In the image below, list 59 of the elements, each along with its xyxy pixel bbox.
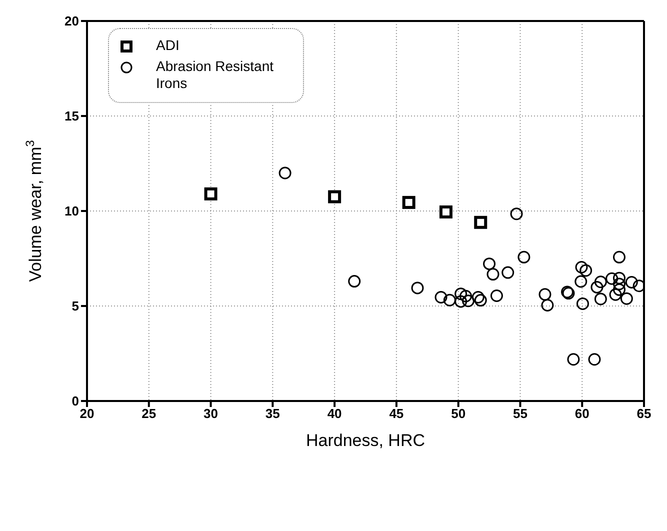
point (541, 298, 554, 312)
point (632, 280, 644, 292)
point (474, 294, 487, 307)
point (486, 268, 500, 281)
point (625, 276, 638, 288)
point (411, 282, 424, 294)
x-tick-label: 60 (574, 406, 590, 422)
point (518, 250, 530, 264)
point (576, 297, 589, 310)
x-tick-label: 45 (389, 406, 404, 422)
x-tick-label: 65 (636, 406, 652, 422)
x-tick-label: 40 (327, 406, 342, 422)
point (402, 196, 416, 209)
point (612, 278, 626, 290)
point (538, 288, 552, 301)
point (588, 353, 601, 366)
point (575, 260, 588, 274)
point (483, 258, 496, 270)
point (567, 353, 580, 366)
point (594, 292, 607, 306)
point (490, 289, 503, 302)
point (606, 272, 618, 285)
x-tick-label: 30 (204, 406, 218, 422)
point (454, 288, 468, 300)
point (510, 208, 523, 220)
point (472, 291, 484, 304)
legend-label: ADI (156, 37, 180, 54)
y-tick-label: 15 (64, 108, 79, 124)
point (502, 266, 514, 279)
point (580, 264, 592, 277)
point (609, 288, 622, 301)
point (594, 276, 607, 288)
y-tick-label: 0 (72, 394, 79, 409)
x-axis-title: Hardness, HRC (306, 431, 426, 450)
point (612, 283, 626, 296)
point (462, 294, 474, 308)
y-tick-label: 10 (64, 204, 79, 219)
point (439, 205, 452, 218)
x-tick-label: 25 (142, 406, 156, 422)
point (474, 216, 488, 229)
point (278, 166, 292, 180)
point (443, 294, 456, 306)
point (574, 275, 588, 288)
point (590, 280, 604, 294)
point (620, 292, 633, 305)
x-tick-label: 50 (451, 406, 466, 422)
legend-label: Abrasion Resistant Irons (156, 58, 275, 92)
point (460, 290, 472, 302)
x-tick-label: 55 (512, 406, 528, 422)
y-tick-label: 5 (72, 298, 79, 314)
point (612, 272, 626, 284)
x-tick-label: 35 (265, 406, 280, 422)
y-tick-label: 20 (64, 14, 79, 29)
point (454, 295, 468, 308)
point (328, 190, 342, 204)
point (348, 275, 361, 288)
point (612, 250, 626, 264)
point (434, 291, 448, 304)
point (204, 187, 218, 200)
